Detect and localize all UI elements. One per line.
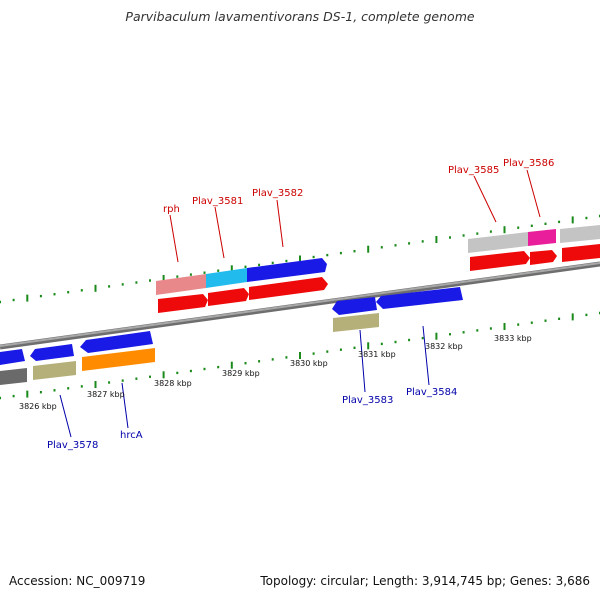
block-dark-left <box>0 368 27 385</box>
leader-plav-3578 <box>59 394 72 438</box>
gene-block-plav-3581 <box>206 268 247 288</box>
gene-block-next <box>560 225 600 243</box>
leader-plav-3581 <box>214 206 225 259</box>
block-olive-plav-3583 <box>333 313 379 332</box>
genome-stats-text: Topology: circular; Length: 3,914,745 bp… <box>260 574 590 588</box>
gene-labels-bottom: Plav_3578 hrcA Plav_3583 Plav_3584 <box>47 387 457 451</box>
scale-label-3826: 3826 kbp <box>19 402 57 411</box>
gene-label-plav-3583: Plav_3583 <box>342 395 393 406</box>
scale-label-3833: 3833 kbp <box>494 334 532 343</box>
scale-label-3829: 3829 kbp <box>222 369 260 378</box>
gene-labels-top: rph Plav_3581 Plav_3582 Plav_3585 Plav_3… <box>163 158 554 215</box>
cds-plav-3582 <box>249 277 328 300</box>
cds-plav-3585 <box>470 251 530 271</box>
gene-arrow-left-edge <box>0 349 25 365</box>
scale-label-3831: 3831 kbp <box>358 350 396 359</box>
leader-plav-3582 <box>276 199 284 248</box>
gene-label-plav-3581: Plav_3581 <box>192 196 243 207</box>
scale-label-3827: 3827 kbp <box>87 390 125 399</box>
bottom-strand-features <box>0 287 463 365</box>
accession-text: Accession: NC_009719 <box>9 574 146 588</box>
map-title: Parvibaculum lavamentivorans DS-1, compl… <box>125 9 475 24</box>
block-orange-hrca <box>82 348 155 371</box>
gene-label-plav-3578: Plav_3578 <box>47 440 98 451</box>
gene-block-plav-3582 <box>247 258 327 282</box>
cds-plav-3586 <box>530 250 557 265</box>
cds-rph <box>158 294 208 313</box>
scale-label-3830: 3830 kbp <box>290 359 328 368</box>
backbone-highlight <box>0 262 600 347</box>
gene-block-plav-3586 <box>528 229 556 246</box>
cds-next <box>562 244 600 262</box>
gene-block-plav-3585 <box>468 232 528 253</box>
gene-label-plav-3586: Plav_3586 <box>503 158 554 169</box>
gene-label-rph: rph <box>163 204 180 215</box>
scale-label-3828: 3828 kbp <box>154 379 192 388</box>
cds-plav-3581 <box>208 288 249 306</box>
leader-plav-3583 <box>359 329 366 393</box>
scale-labels: 3826 kbp 3827 kbp 3828 kbp 3829 kbp 3830… <box>19 334 532 411</box>
leader-plav-3584 <box>422 325 430 386</box>
scale-label-3832: 3832 kbp <box>425 342 463 351</box>
leader-plav-3585 <box>473 175 497 223</box>
genome-backbone <box>0 261 600 350</box>
gene-label-hrca: hrcA <box>120 430 143 441</box>
gene-arrow-hrca <box>80 331 153 353</box>
block-olive-plav-3578 <box>33 361 76 380</box>
gene-block-rph <box>156 274 206 295</box>
gene-arrow-plav-3584 <box>376 287 463 309</box>
top-strand-features <box>156 225 600 295</box>
top-strand-cds <box>158 244 600 313</box>
leader-hrca <box>121 382 129 429</box>
gene-label-plav-3582: Plav_3582 <box>252 188 303 199</box>
gene-label-plav-3585: Plav_3585 <box>448 165 499 176</box>
leader-rph <box>169 214 179 263</box>
label-leaders <box>59 169 541 438</box>
bottom-strand-cds <box>0 313 379 385</box>
gene-arrow-plav-3583 <box>332 297 377 315</box>
gene-label-plav-3584: Plav_3584 <box>406 387 457 398</box>
gene-arrow-plav-3578 <box>30 344 74 361</box>
leader-plav-3586 <box>526 169 541 218</box>
